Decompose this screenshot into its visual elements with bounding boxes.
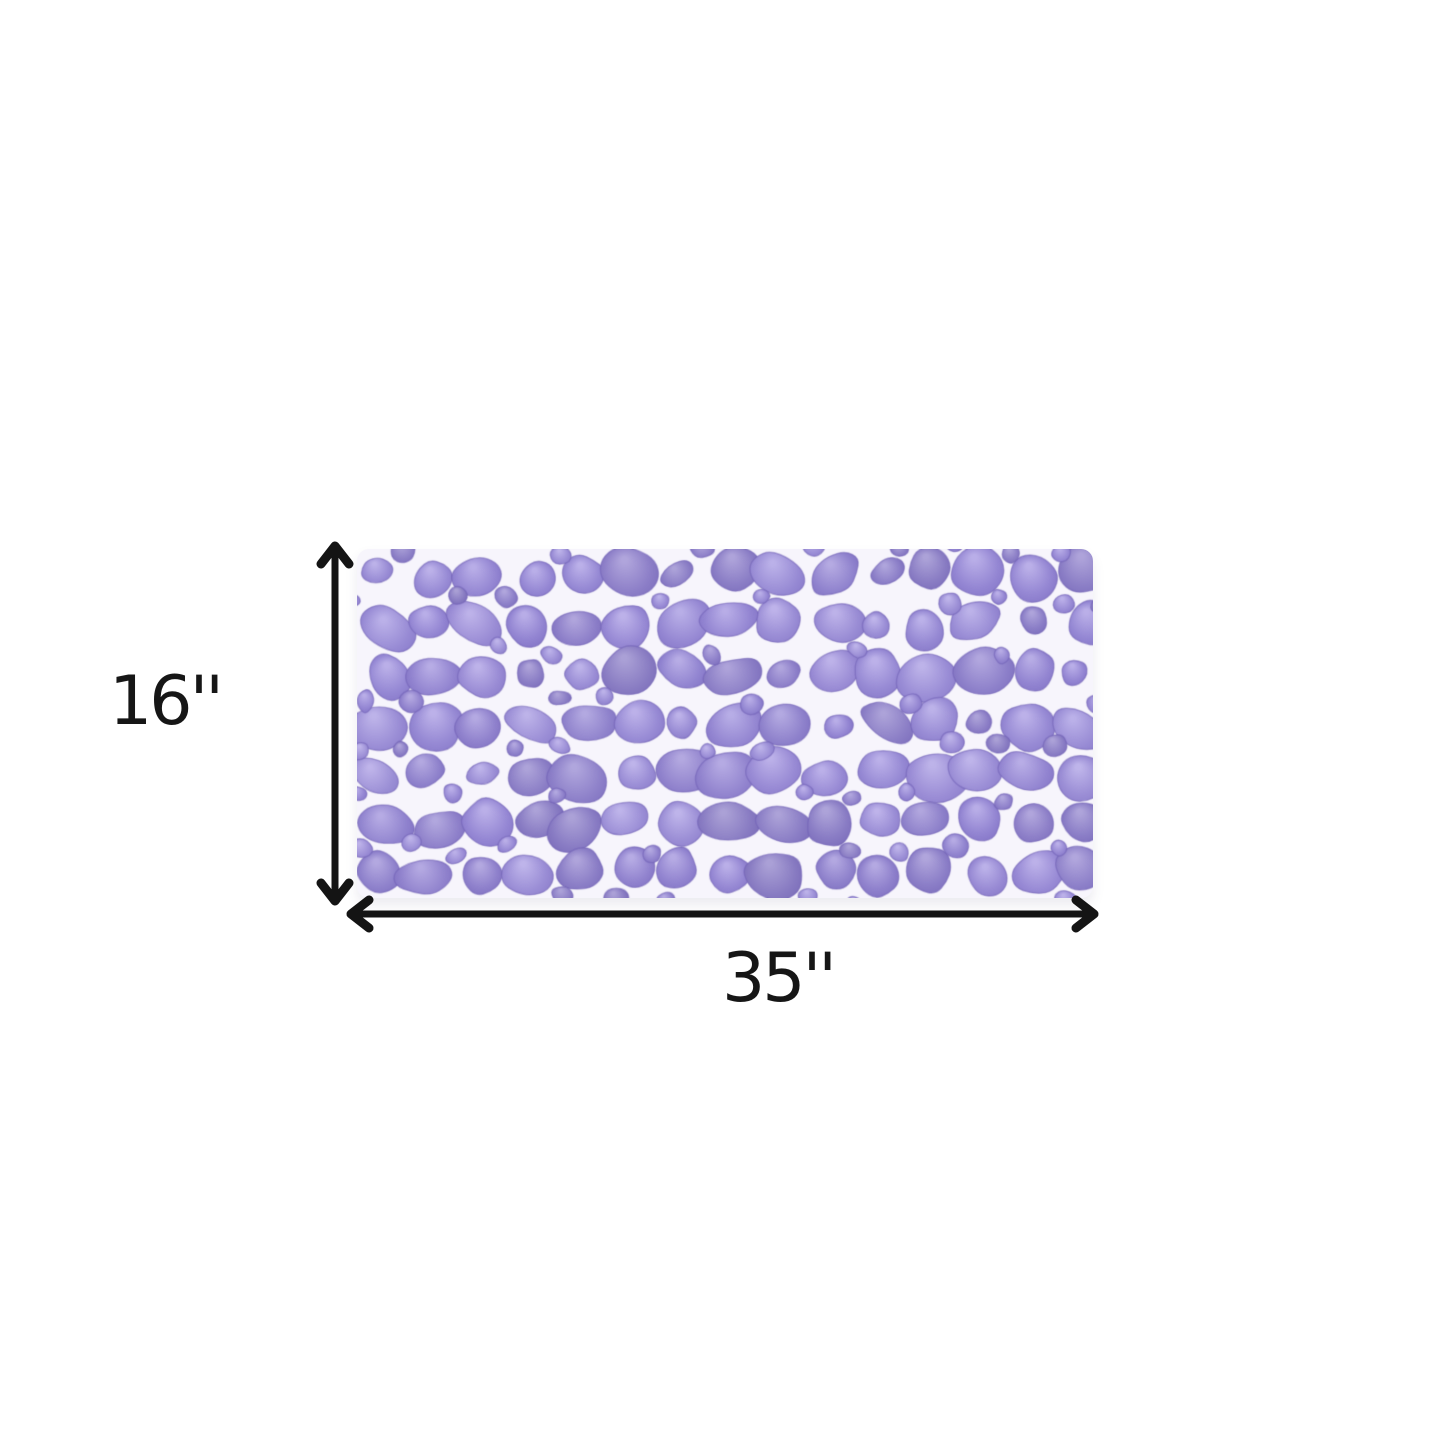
width-arrow xyxy=(346,895,1099,933)
width-dimension-label: 35'' xyxy=(722,939,837,1018)
arrowhead-down-icon xyxy=(316,878,354,906)
arrowhead-right-icon xyxy=(1071,895,1099,933)
arrowhead-left-icon xyxy=(346,895,374,933)
height-arrow xyxy=(316,541,354,906)
arrowhead-up-icon xyxy=(316,541,354,569)
height-dimension-label: 16'' xyxy=(109,662,224,741)
pebble-mat-image xyxy=(357,549,1093,898)
